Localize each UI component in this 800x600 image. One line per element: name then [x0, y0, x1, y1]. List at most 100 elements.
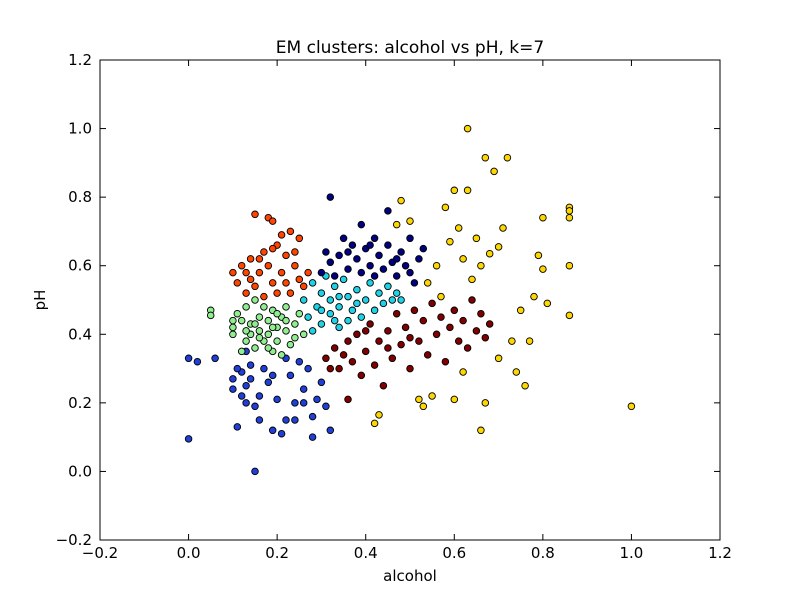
scatter-point-cluster-5 [415, 255, 423, 263]
scatter-point-cluster-7 [397, 196, 405, 205]
scatter-point-cluster-2 [255, 333, 264, 342]
scatter-point-cluster-6 [322, 354, 330, 363]
scatter-point-cluster-4 [348, 306, 357, 315]
scatter-point-cluster-7 [406, 217, 414, 225]
scatter-point-cluster-3 [255, 255, 264, 263]
scatter-point-cluster-2 [291, 320, 299, 328]
scatter-point-cluster-6 [335, 364, 343, 373]
scatter-point-cluster-5 [357, 268, 366, 277]
scatter-point-cluster-4 [344, 316, 352, 325]
x-tick-label: 0.8 [531, 544, 555, 562]
scatter-point-cluster-6 [472, 327, 481, 335]
scatter-point-cluster-6 [454, 337, 463, 345]
y-tick-label: 0.6 [68, 257, 92, 275]
scatter-point-cluster-6 [437, 313, 445, 321]
scatter-point-cluster-1 [268, 426, 277, 435]
scatter-point-cluster-1 [260, 364, 268, 373]
y-axis: −0.2 0.0 0.2 0.4 0.6 0.8 1.0 1.2 [56, 51, 720, 549]
scatter-point-cluster-5 [344, 265, 352, 273]
scatter-point-cluster-5 [406, 234, 414, 243]
scatter-point-cluster-1 [184, 354, 193, 363]
scatter-point-cluster-1 [246, 361, 255, 369]
scatter-point-cluster-4 [308, 327, 317, 335]
scatter-point-cluster-3 [286, 227, 295, 236]
scatter-point-cluster-7 [463, 124, 472, 133]
scatter-point-cluster-1 [313, 395, 321, 404]
scatter-point-cluster-4 [326, 296, 335, 304]
scatter-point-cluster-2 [264, 330, 273, 339]
scatter-point-cluster-7 [477, 426, 485, 435]
scatter-point-cluster-6 [441, 357, 450, 366]
scatter-point-cluster-7 [565, 213, 574, 222]
scatter-point-cluster-7 [428, 392, 436, 400]
x-tick-label: −0.2 [82, 544, 118, 562]
scatter-point-cluster-1 [251, 402, 259, 411]
scatter-point-cluster-4 [357, 313, 366, 321]
scatter-point-cluster-6 [344, 395, 352, 404]
scatter-point-cluster-5 [410, 279, 419, 287]
scatter-point-cluster-2 [286, 340, 295, 349]
scatter-point-cluster-7 [503, 153, 512, 162]
scatter-point-cluster-2 [242, 337, 250, 345]
scatter-point-cluster-3 [295, 234, 304, 243]
scatter-point-cluster-2 [255, 313, 264, 321]
scatter-points [184, 124, 636, 476]
scatter-point-cluster-2 [299, 330, 308, 339]
x-tick-label: 1.2 [708, 544, 732, 562]
scatter-point-cluster-4 [317, 320, 326, 328]
scatter-point-cluster-1 [308, 412, 317, 421]
scatter-point-cluster-2 [251, 320, 259, 328]
scatter-point-cluster-1 [251, 467, 259, 476]
scatter-point-cluster-1 [242, 381, 250, 390]
scatter-point-cluster-1 [273, 395, 281, 404]
scatter-point-cluster-1 [255, 392, 264, 400]
scatter-point-cluster-7 [530, 292, 538, 301]
scatter-point-cluster-6 [326, 364, 335, 373]
scatter-point-cluster-6 [468, 296, 476, 304]
y-tick-label: 0.4 [68, 325, 92, 343]
scatter-point-cluster-3 [268, 217, 277, 225]
scatter-point-cluster-4 [379, 299, 388, 308]
scatter-point-cluster-6 [366, 320, 374, 328]
scatter-point-cluster-4 [339, 275, 348, 284]
scatter-point-cluster-2 [282, 303, 290, 311]
scatter-point-cluster-2 [206, 311, 215, 320]
scatter-point-cluster-1 [255, 416, 264, 424]
y-tick-label: −0.2 [56, 531, 92, 549]
scatter-point-cluster-6 [432, 330, 441, 339]
scatter-point-cluster-6 [419, 316, 428, 325]
scatter-point-cluster-1 [304, 364, 312, 373]
scatter-point-cluster-7 [472, 234, 481, 243]
scatter-point-cluster-6 [428, 299, 436, 308]
scatter-point-cluster-7 [494, 354, 503, 363]
scatter-point-cluster-2 [251, 296, 259, 304]
scatter-point-cluster-6 [401, 323, 410, 332]
scatter-point-cluster-1 [291, 416, 299, 424]
scatter-point-cluster-7 [450, 395, 459, 404]
x-tick-label: 1.0 [619, 544, 643, 562]
scatter-point-cluster-4 [299, 296, 308, 304]
scatter-point-cluster-7 [481, 399, 490, 407]
scatter-point-cluster-3 [304, 268, 312, 277]
scatter-point-cluster-5 [326, 258, 335, 267]
scatter-point-cluster-3 [264, 261, 273, 270]
x-tick-label: 0.0 [177, 544, 201, 562]
scatter-point-cluster-4 [375, 289, 383, 297]
scatter-point-cluster-7 [543, 299, 552, 308]
scatter-point-cluster-5 [326, 193, 335, 201]
scatter-point-cluster-3 [251, 210, 259, 219]
scatter-point-cluster-1 [322, 402, 330, 411]
scatter-point-cluster-6 [481, 333, 490, 342]
scatter-point-cluster-2 [255, 327, 264, 335]
scatter-point-cluster-3 [251, 282, 259, 291]
scatter-point-cluster-5 [322, 248, 330, 256]
scatter-point-cluster-7 [490, 167, 498, 176]
scatter-point-cluster-5 [357, 220, 366, 229]
scatter-point-cluster-3 [246, 255, 255, 263]
scatter-point-cluster-7 [468, 275, 476, 284]
scatter-point-cluster-1 [184, 435, 193, 443]
scatter-point-cluster-5 [370, 234, 379, 243]
scatter-point-cluster-3 [260, 292, 268, 301]
y-axis-label: pH [31, 290, 49, 311]
scatter-point-cluster-7 [485, 249, 494, 258]
